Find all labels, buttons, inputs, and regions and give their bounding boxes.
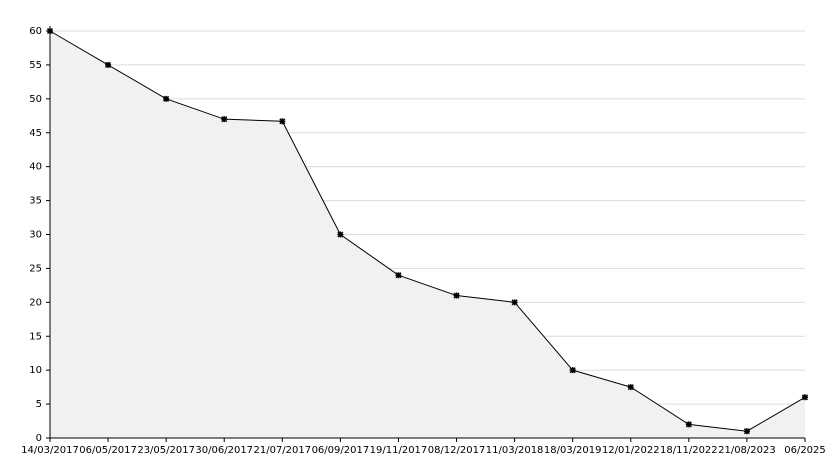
point-marker <box>453 292 460 299</box>
x-tick-label: 18/11/2022 <box>660 445 718 456</box>
area <box>50 31 805 438</box>
point-marker <box>337 231 344 238</box>
y-tick-label: 35 <box>29 196 42 207</box>
x-tick-label: 11/03/2018 <box>486 445 544 456</box>
point-marker <box>163 95 170 102</box>
x-tick-label: 12/01/2022 <box>602 445 660 456</box>
y-tick-label: 15 <box>29 331 42 342</box>
y-tick-label: 40 <box>29 162 42 173</box>
y-tick-label: 60 <box>29 26 42 37</box>
point-marker <box>685 421 692 428</box>
point-marker <box>511 299 518 306</box>
point-marker <box>279 118 286 125</box>
y-tick-label: 10 <box>29 365 42 376</box>
x-tick-label: 06/09/2017 <box>312 445 370 456</box>
line <box>49 30 806 432</box>
point-marker <box>743 428 750 435</box>
point-marker <box>627 384 634 391</box>
x-tick-label: 19/11/2017 <box>370 445 428 456</box>
x-tick-label: 06/05/2017 <box>79 445 137 456</box>
point-marker <box>395 272 402 279</box>
x-tick-label: 08/12/2017 <box>428 445 486 456</box>
x-tick-label: 21/08/2023 <box>718 445 776 456</box>
x-tick-label: 18/03/2019 <box>544 445 602 456</box>
y-tick-label: 50 <box>29 94 42 105</box>
x-tick-label: 23/05/2017 <box>137 445 195 456</box>
point-marker <box>46 27 54 35</box>
y-tick-label: 20 <box>29 297 42 308</box>
point-marker <box>221 116 228 123</box>
x-tick-label: 06/2025 <box>784 445 826 456</box>
y-tick-label: 30 <box>29 230 42 241</box>
point-marker <box>105 61 112 68</box>
x-tick-label: 21/07/2017 <box>253 445 311 456</box>
point-marker <box>801 394 809 401</box>
x-tick-label: 30/06/2017 <box>195 445 253 456</box>
point-marker <box>569 367 576 374</box>
y-tick-label: 45 <box>29 128 42 139</box>
x-tick-label: 14/03/2017 <box>21 445 79 456</box>
y-tick-label: 25 <box>29 263 42 274</box>
y-tick-label: 55 <box>29 60 42 71</box>
y-tick-label: 5 <box>36 399 42 410</box>
y-tick-label: 0 <box>36 433 42 444</box>
